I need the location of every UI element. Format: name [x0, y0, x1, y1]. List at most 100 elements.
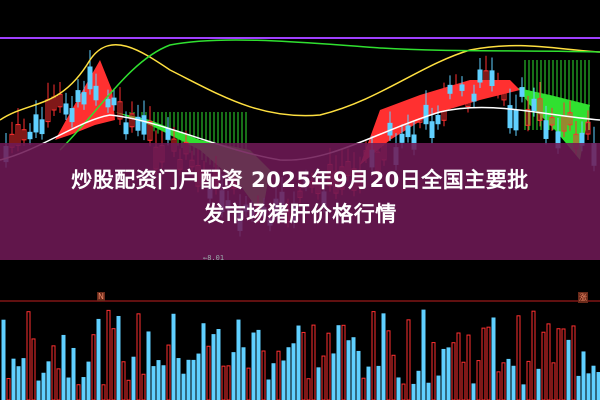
volume-bar [46, 361, 51, 400]
volume-bar [51, 345, 56, 400]
volume-bar [391, 354, 396, 400]
volume-bar [56, 368, 61, 400]
candle-body [465, 92, 471, 108]
low-price-value: 8.01 [207, 254, 225, 262]
volume-bar [406, 319, 411, 400]
volume-bar [521, 384, 526, 400]
candle-body [477, 69, 483, 83]
volume-bar [276, 350, 281, 400]
volume-bar [211, 334, 216, 400]
volume-bar [471, 383, 476, 400]
candle-body [117, 101, 123, 120]
volume-bar [476, 360, 481, 400]
volume-bar [36, 380, 41, 400]
volume-bar [371, 311, 376, 400]
candle-body [495, 82, 501, 94]
candle-body [81, 92, 87, 105]
volume-bar [16, 366, 21, 400]
volume-bar [11, 358, 16, 400]
volume-bar [416, 370, 421, 400]
candle-body [111, 97, 117, 106]
volume-bar [446, 347, 451, 400]
volume-bar [481, 327, 486, 400]
volume-bar [551, 362, 556, 400]
volume-bar [41, 372, 46, 400]
volume-bar [231, 352, 236, 400]
volume-bar [316, 367, 321, 400]
volume-bar [511, 365, 516, 400]
candle-body [135, 116, 141, 131]
candle-body [519, 87, 525, 97]
candle-body [459, 84, 465, 91]
volume-bar [556, 328, 561, 400]
candle-body [513, 109, 519, 131]
candle-body [549, 117, 555, 126]
right-tag: 涨 [578, 292, 588, 303]
volume-bar [506, 358, 511, 400]
candle-body [399, 133, 405, 143]
volume-bar [426, 382, 431, 400]
candle-body [105, 98, 111, 108]
volume-bar [321, 355, 326, 400]
volume-bar [6, 378, 11, 400]
title-line-1: 炒股配资门户配资 2025年9月20日全国主要批 [71, 168, 529, 192]
candle-body [57, 93, 63, 108]
volume-bar [411, 383, 416, 400]
volume-bar [261, 350, 266, 400]
volume-bar [141, 373, 146, 400]
volume-bar [136, 313, 141, 400]
volume-bar [126, 379, 131, 400]
volume-bar [96, 318, 101, 400]
volume-bar [546, 323, 551, 400]
volume-bar [171, 313, 176, 400]
volume-bar [31, 338, 36, 400]
volume-bar [246, 367, 251, 400]
candle-body [63, 103, 69, 115]
volume-bar [251, 332, 256, 400]
volume-bar [221, 365, 226, 400]
volume-bar [266, 379, 271, 400]
ma-yellow-line [0, 43, 600, 121]
volume-bar [146, 331, 151, 400]
article-title: 炒股配资门户配资 2025年9月20日全国主要批 发市场猪肝价格行情 [0, 163, 600, 231]
volume-bar [331, 353, 336, 400]
volume-bar [256, 329, 261, 400]
volume-bar [441, 348, 446, 400]
left-tag: N [97, 292, 105, 301]
volume-bar [236, 319, 241, 400]
volume-bar [191, 359, 196, 400]
volume-bar [591, 365, 596, 400]
volume-bar [121, 361, 126, 400]
volume-bar [61, 334, 66, 400]
candle-body [75, 90, 81, 103]
volume-bar [166, 344, 171, 400]
volume-bar [81, 377, 86, 400]
candle-body [489, 70, 495, 87]
volume-bar [306, 378, 311, 400]
candle-body [525, 109, 531, 126]
candle-body [435, 115, 441, 125]
volume-bar [151, 366, 156, 400]
volume-bar [196, 353, 201, 400]
volume-bar [116, 315, 121, 400]
candle-body [87, 66, 93, 90]
candle-body [141, 115, 147, 135]
ma-green-line [59, 39, 600, 151]
volume-bar [386, 330, 391, 400]
volume-bar [286, 347, 291, 400]
candle-body [21, 129, 27, 141]
candle-body [129, 113, 135, 128]
volume-bar [491, 317, 496, 400]
volume-bar [301, 331, 306, 400]
volume-bar [346, 340, 351, 400]
volume-bar [561, 328, 566, 400]
volume-bar [201, 323, 206, 400]
title-line-2: 发市场猪肝价格行情 [203, 202, 397, 226]
title-overlay-band [0, 143, 600, 260]
volume-bar [541, 331, 546, 400]
volume-bar [516, 315, 521, 400]
volume-bar [21, 358, 26, 400]
volume-bar [451, 342, 456, 400]
volume-bar [91, 334, 96, 400]
